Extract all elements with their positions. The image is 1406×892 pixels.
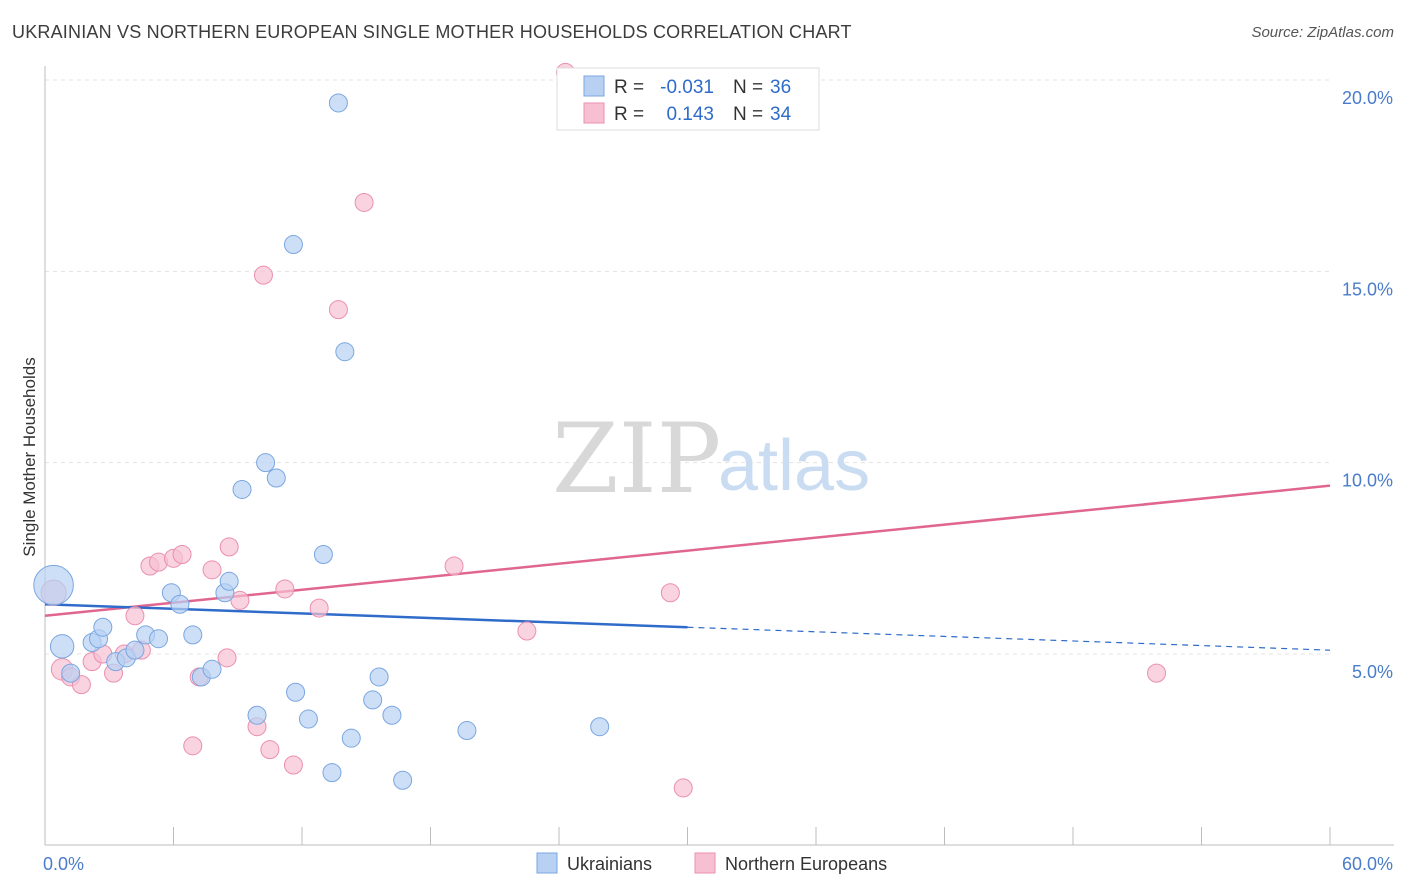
point-ukrainians (61, 663, 81, 683)
point-northern-europeans (354, 192, 374, 212)
point-ukrainians (457, 721, 477, 741)
watermark-zip: ZIP (552, 403, 721, 515)
point-northern-europeans (202, 560, 222, 580)
point-ukrainians (49, 634, 75, 659)
point-northern-europeans (328, 300, 348, 320)
point-northern-europeans (219, 537, 239, 557)
series-legend-label-ukrainians: Ukrainians (567, 854, 652, 874)
point-ukrainians (170, 594, 190, 614)
legend-n-label-2: N = (733, 104, 763, 125)
point-ukrainians (33, 564, 74, 606)
point-northern-europeans (183, 736, 203, 756)
point-northern-europeans (1147, 663, 1167, 683)
point-ukrainians (335, 342, 355, 362)
axes (44, 66, 1394, 846)
point-ukrainians (283, 235, 303, 255)
point-ukrainians (256, 453, 276, 473)
grid-lines (45, 79, 1330, 655)
legend-swatch-ukrainians (583, 75, 605, 97)
legend-r-label-1: R = (614, 77, 644, 98)
legend-n-value-northern-europeans: 34 (770, 104, 792, 125)
point-ukrainians (328, 93, 348, 113)
point-ukrainians (590, 717, 610, 737)
y-tick-label-10: 10.0% (1342, 471, 1393, 491)
legend-r-label-2: R = (614, 104, 644, 125)
point-ukrainians (247, 705, 267, 725)
series-legend: Ukrainians Northern Europeans (536, 852, 887, 874)
point-ukrainians (149, 629, 169, 649)
point-northern-europeans (230, 590, 250, 610)
y-tick-label-15: 15.0% (1342, 279, 1393, 299)
point-northern-europeans (125, 606, 145, 626)
series-legend-swatch-northern-europeans (694, 852, 716, 874)
series-legend-swatch-ukrainians (536, 852, 558, 874)
x-tick-labels: 0.0% 60.0% (43, 854, 1393, 874)
legend-swatch-northern-europeans (583, 102, 605, 124)
point-ukrainians (322, 763, 342, 783)
trend-line-ukrainians-extrapolated (687, 626, 1331, 651)
point-ukrainians (313, 545, 333, 565)
y-axis-label: Single Mother Households (20, 357, 39, 556)
series-legend-label-northern-europeans: Northern Europeans (725, 854, 887, 874)
point-ukrainians (125, 640, 145, 660)
x-tick-label-min: 0.0% (43, 854, 84, 874)
point-northern-europeans (660, 583, 680, 603)
y-tick-label-5: 5.0% (1352, 662, 1393, 682)
legend-n-value-ukrainians: 36 (770, 77, 791, 98)
trend-lines (44, 484, 1331, 651)
point-northern-europeans (283, 755, 303, 775)
point-northern-europeans (253, 265, 273, 285)
point-ukrainians (341, 728, 361, 748)
data-points (33, 62, 1167, 798)
point-ukrainians (382, 705, 402, 725)
x-tick-label-max: 60.0% (1342, 854, 1393, 874)
legend-n-label-1: N = (733, 77, 763, 98)
point-northern-europeans (172, 545, 192, 565)
chart-title: UKRAINIAN VS NORTHERN EUROPEAN SINGLE MO… (12, 22, 852, 42)
point-northern-europeans (309, 598, 329, 618)
chart-source: Source: ZipAtlas.com (1251, 24, 1394, 41)
trend-line-ukrainians (44, 603, 688, 629)
point-ukrainians (93, 617, 113, 637)
point-northern-europeans (673, 778, 693, 798)
point-ukrainians (266, 468, 286, 488)
trend-line-northern-europeans (44, 484, 1331, 617)
point-northern-europeans (217, 648, 237, 668)
point-northern-europeans (275, 579, 295, 599)
point-ukrainians (363, 690, 383, 710)
point-ukrainians (202, 659, 222, 679)
point-northern-europeans (517, 621, 537, 641)
point-ukrainians (183, 625, 203, 645)
point-ukrainians (393, 770, 413, 790)
point-ukrainians (298, 709, 318, 729)
point-ukrainians (286, 682, 306, 702)
y-tick-label-20: 20.0% (1342, 88, 1393, 108)
watermark-atlas: atlas (718, 426, 870, 506)
watermark: ZIP atlas (552, 403, 870, 515)
legend-r-value-ukrainians: -0.031 (660, 77, 714, 98)
point-ukrainians (232, 479, 252, 499)
y-tick-labels: 5.0% 10.0% 15.0% 20.0% (1342, 88, 1393, 682)
correlation-legend: R = -0.031 N = 36 R = 0.143 N = 34 (556, 67, 820, 131)
point-ukrainians (369, 667, 389, 687)
point-northern-europeans (444, 556, 464, 576)
point-northern-europeans (260, 740, 280, 760)
legend-r-value-northern-europeans: 0.143 (666, 104, 714, 125)
point-ukrainians (219, 571, 239, 591)
